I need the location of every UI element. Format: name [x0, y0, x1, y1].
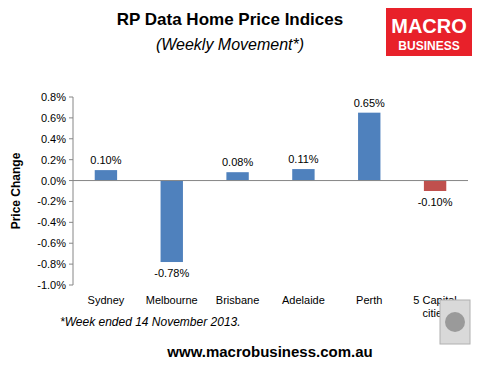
data-label: 0.65%	[354, 97, 385, 109]
tick	[69, 243, 73, 244]
category-label-line: Sydney	[88, 294, 125, 306]
category-label: Brisbane	[216, 294, 259, 306]
category-label: Adelaide	[282, 294, 325, 306]
category-label-line: Perth	[356, 294, 382, 306]
tick-label: -0.8%	[37, 258, 66, 270]
category-label: Sydney	[88, 294, 125, 306]
emblem-face	[445, 312, 465, 332]
data-label: 0.08%	[222, 156, 253, 168]
bars	[95, 113, 447, 262]
tick-label: -0.6%	[37, 237, 66, 249]
logo-text: BUSINESS	[398, 39, 459, 53]
data-label: -0.10%	[418, 196, 453, 208]
source-url: www.macrobusiness.com.au	[166, 343, 372, 360]
tick-label: 0.0%	[41, 175, 66, 187]
footnote: *Week ended 14 November 2013.	[60, 315, 241, 329]
tick-label: -0.4%	[37, 216, 66, 228]
chart: RP Data Home Price Indices (Weekly Moveme…	[0, 0, 482, 373]
logo-box	[386, 8, 472, 56]
emblem	[440, 300, 470, 344]
bar	[226, 172, 248, 180]
category-label: Melbourne	[146, 294, 198, 306]
title: RP Data Home Price Indices	[117, 10, 343, 29]
bar	[424, 181, 446, 191]
category-label-line: Melbourne	[146, 294, 198, 306]
tick	[69, 222, 73, 223]
tick-label: 0.2%	[41, 154, 66, 166]
tick-label: -0.2%	[37, 195, 66, 207]
axis-label: Price Change	[9, 152, 23, 229]
subtitle: (Weekly Movement*)	[156, 36, 304, 53]
tick	[69, 180, 73, 181]
category-label-line: Adelaide	[282, 294, 325, 306]
data-label: 0.10%	[90, 154, 121, 166]
bar	[95, 170, 117, 180]
tick	[69, 201, 73, 202]
category-label-line: Brisbane	[216, 294, 259, 306]
tick	[69, 285, 73, 286]
tick	[69, 138, 73, 139]
data-label: -0.78%	[154, 267, 189, 279]
category-label: Perth	[356, 294, 382, 306]
background	[0, 0, 482, 373]
tick	[69, 159, 73, 160]
y-axis	[73, 97, 74, 285]
bar	[161, 181, 183, 262]
tick-label: 0.4%	[41, 133, 66, 145]
logo-text: MACRO	[391, 15, 467, 37]
bar	[292, 169, 314, 180]
tick	[69, 117, 73, 118]
data-label: 0.11%	[288, 153, 319, 165]
x-axis	[73, 180, 468, 181]
bar	[358, 113, 380, 181]
tick-label: 0.6%	[41, 112, 66, 124]
tick	[69, 97, 73, 98]
tick-label: -1.0%	[37, 279, 66, 291]
tick-label: 0.8%	[41, 91, 66, 103]
tick	[69, 264, 73, 265]
